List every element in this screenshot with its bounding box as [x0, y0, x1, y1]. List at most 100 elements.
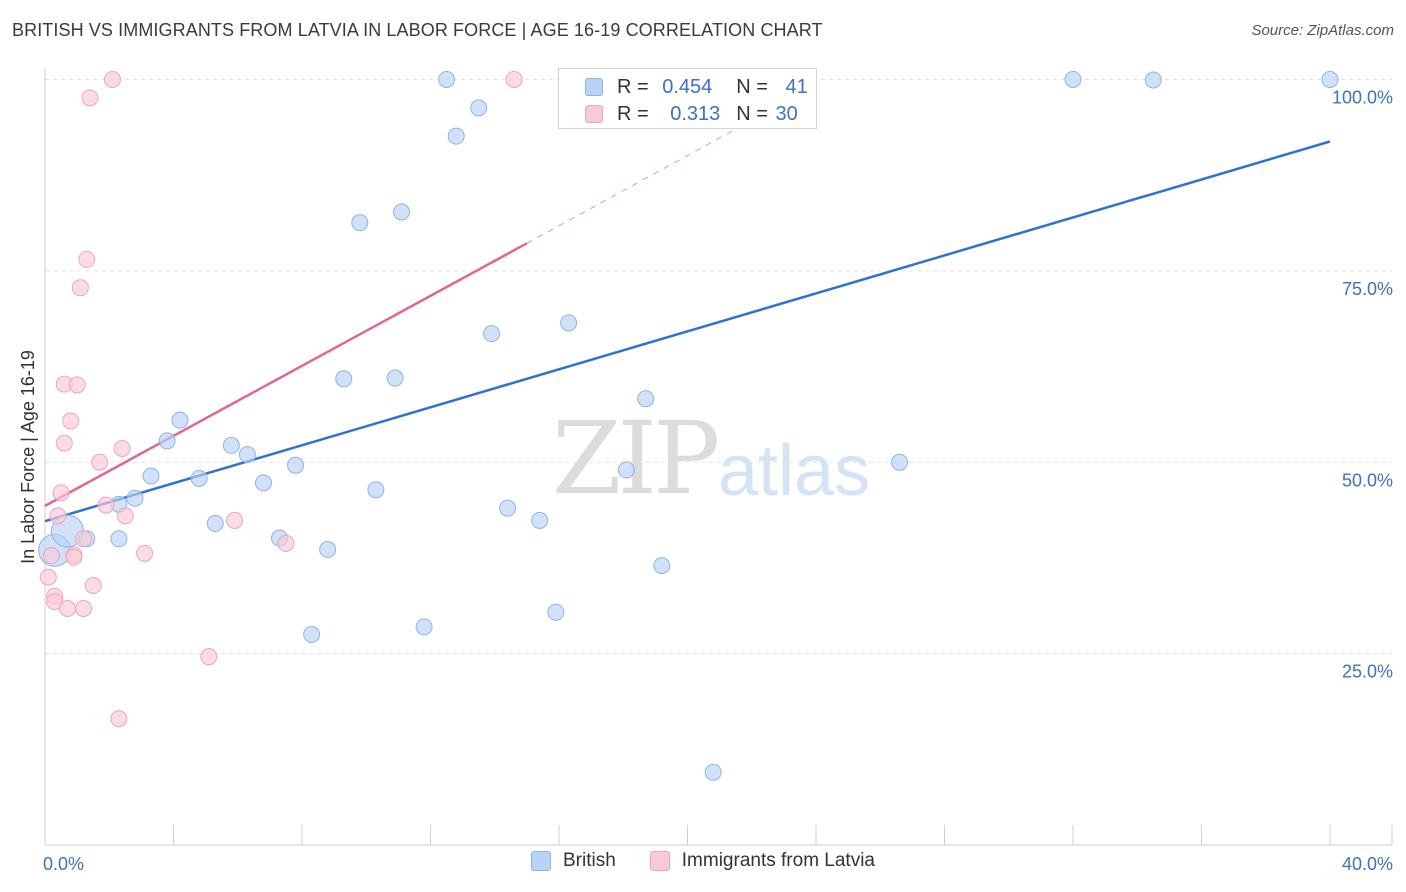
latvia-point — [55, 434, 73, 452]
latvia-point — [97, 496, 115, 514]
latvia-point — [71, 279, 89, 297]
latvia-r-label: R = — [617, 102, 655, 125]
british-point — [171, 411, 189, 429]
british-point — [1144, 71, 1162, 89]
latvia-point — [91, 453, 109, 471]
legend-row-british: R = 0.454 N = 41 — [585, 74, 808, 100]
latvia-point — [113, 439, 131, 457]
latvia-trend-extension — [526, 111, 769, 244]
latvia-r-value: 0.313 — [670, 102, 721, 125]
latvia-point — [52, 484, 70, 502]
latvia-point — [110, 710, 128, 728]
trend-lines — [44, 111, 1331, 523]
latvia-point — [277, 534, 295, 552]
british-point — [142, 467, 160, 485]
british-point — [367, 481, 385, 499]
latvia-n-label: N = — [736, 102, 774, 125]
latvia-legend-swatch — [649, 851, 670, 871]
british-point — [560, 314, 578, 332]
watermark-zip: ZIP — [552, 400, 720, 517]
british-r-label: R = — [617, 75, 655, 98]
latvia-point — [49, 507, 67, 525]
british-point — [158, 432, 176, 450]
latvia-swatch — [585, 105, 603, 123]
latvia-point — [75, 530, 93, 548]
latvia-point — [81, 89, 99, 107]
latvia-n-value: 30 — [775, 102, 798, 125]
latvia-legend-label: Immigrants from Latvia — [681, 850, 876, 871]
british-n-label: N = — [736, 75, 774, 98]
british-point — [891, 453, 909, 471]
y-tick-label: 25.0% — [1342, 662, 1393, 682]
british-point — [483, 325, 501, 343]
british-point — [531, 511, 549, 529]
british-point — [126, 489, 144, 507]
latvia-point — [136, 544, 154, 562]
axes — [44, 68, 1393, 846]
british-point — [653, 557, 671, 575]
british-point — [319, 541, 337, 559]
british-point — [254, 474, 272, 492]
latvia-point — [116, 507, 134, 525]
y-axis-label: In Labor Force | Age 16-19 — [18, 350, 38, 564]
british-point — [110, 530, 128, 548]
british-r-value: 0.454 — [662, 75, 713, 98]
latvia-trend-line — [44, 242, 528, 507]
data-points — [38, 71, 1339, 781]
british-point — [704, 763, 722, 781]
latvia-point — [58, 599, 76, 617]
british-point — [335, 370, 353, 388]
latvia-point — [39, 568, 57, 586]
british-point — [222, 436, 240, 454]
british-point — [637, 390, 655, 408]
source-label: Source: ZipAtlas.com — [1251, 22, 1394, 39]
series-legend: British Immigrants from Latvia — [0, 850, 1406, 872]
british-legend-swatch — [530, 851, 551, 871]
british-point — [386, 369, 404, 387]
british-point — [617, 461, 635, 479]
y-tick-label: 100.0% — [1332, 88, 1393, 108]
british-n-value: 41 — [785, 75, 808, 98]
watermark-atlas: atlas — [718, 431, 871, 511]
y-tick-label: 75.0% — [1342, 279, 1393, 299]
latvia-point — [200, 648, 218, 666]
latvia-point — [42, 547, 60, 565]
latvia-point — [68, 376, 86, 394]
british-point — [393, 203, 411, 221]
latvia-point — [75, 599, 93, 617]
british-point — [499, 499, 517, 517]
legend-item-british: British — [530, 850, 616, 872]
british-point — [1321, 71, 1339, 88]
chart-title: BRITISH VS IMMIGRANTS FROM LATVIA IN LAB… — [12, 20, 823, 40]
latvia-point — [84, 576, 102, 594]
british-swatch — [585, 78, 603, 96]
latvia-point — [226, 511, 244, 529]
latvia-point — [78, 250, 96, 268]
british-point — [303, 625, 321, 643]
latvia-point — [62, 412, 80, 430]
legend-row-latvia: R = 0.313 N = 30 — [585, 101, 798, 127]
british-point — [447, 127, 465, 145]
british-point — [470, 99, 488, 117]
x-tick-label: 40.0% — [1342, 854, 1393, 874]
latvia-point — [103, 71, 121, 88]
british-point — [438, 71, 456, 88]
british-point — [238, 446, 256, 464]
legend-item-latvia: Immigrants from Latvia — [649, 850, 876, 872]
british-point — [415, 618, 433, 636]
tick-labels: 25.0% 50.0% 75.0% 100.0% 0.0% 40.0% — [43, 88, 1393, 875]
y-tick-label: 50.0% — [1342, 470, 1393, 490]
latvia-point — [65, 548, 83, 566]
british-trend-line — [44, 140, 1331, 523]
british-point — [206, 514, 224, 532]
grid-lines — [45, 79, 1392, 655]
british-legend-label: British — [562, 850, 616, 871]
x-tick-label: 0.0% — [43, 854, 84, 874]
british-point — [287, 456, 305, 474]
british-point — [190, 469, 208, 487]
british-point — [547, 603, 565, 621]
correlation-legend: R = 0.454 N = 41 R = 0.313 N = 30 — [558, 68, 817, 129]
british-point — [1064, 71, 1082, 88]
latvia-point — [505, 71, 523, 88]
